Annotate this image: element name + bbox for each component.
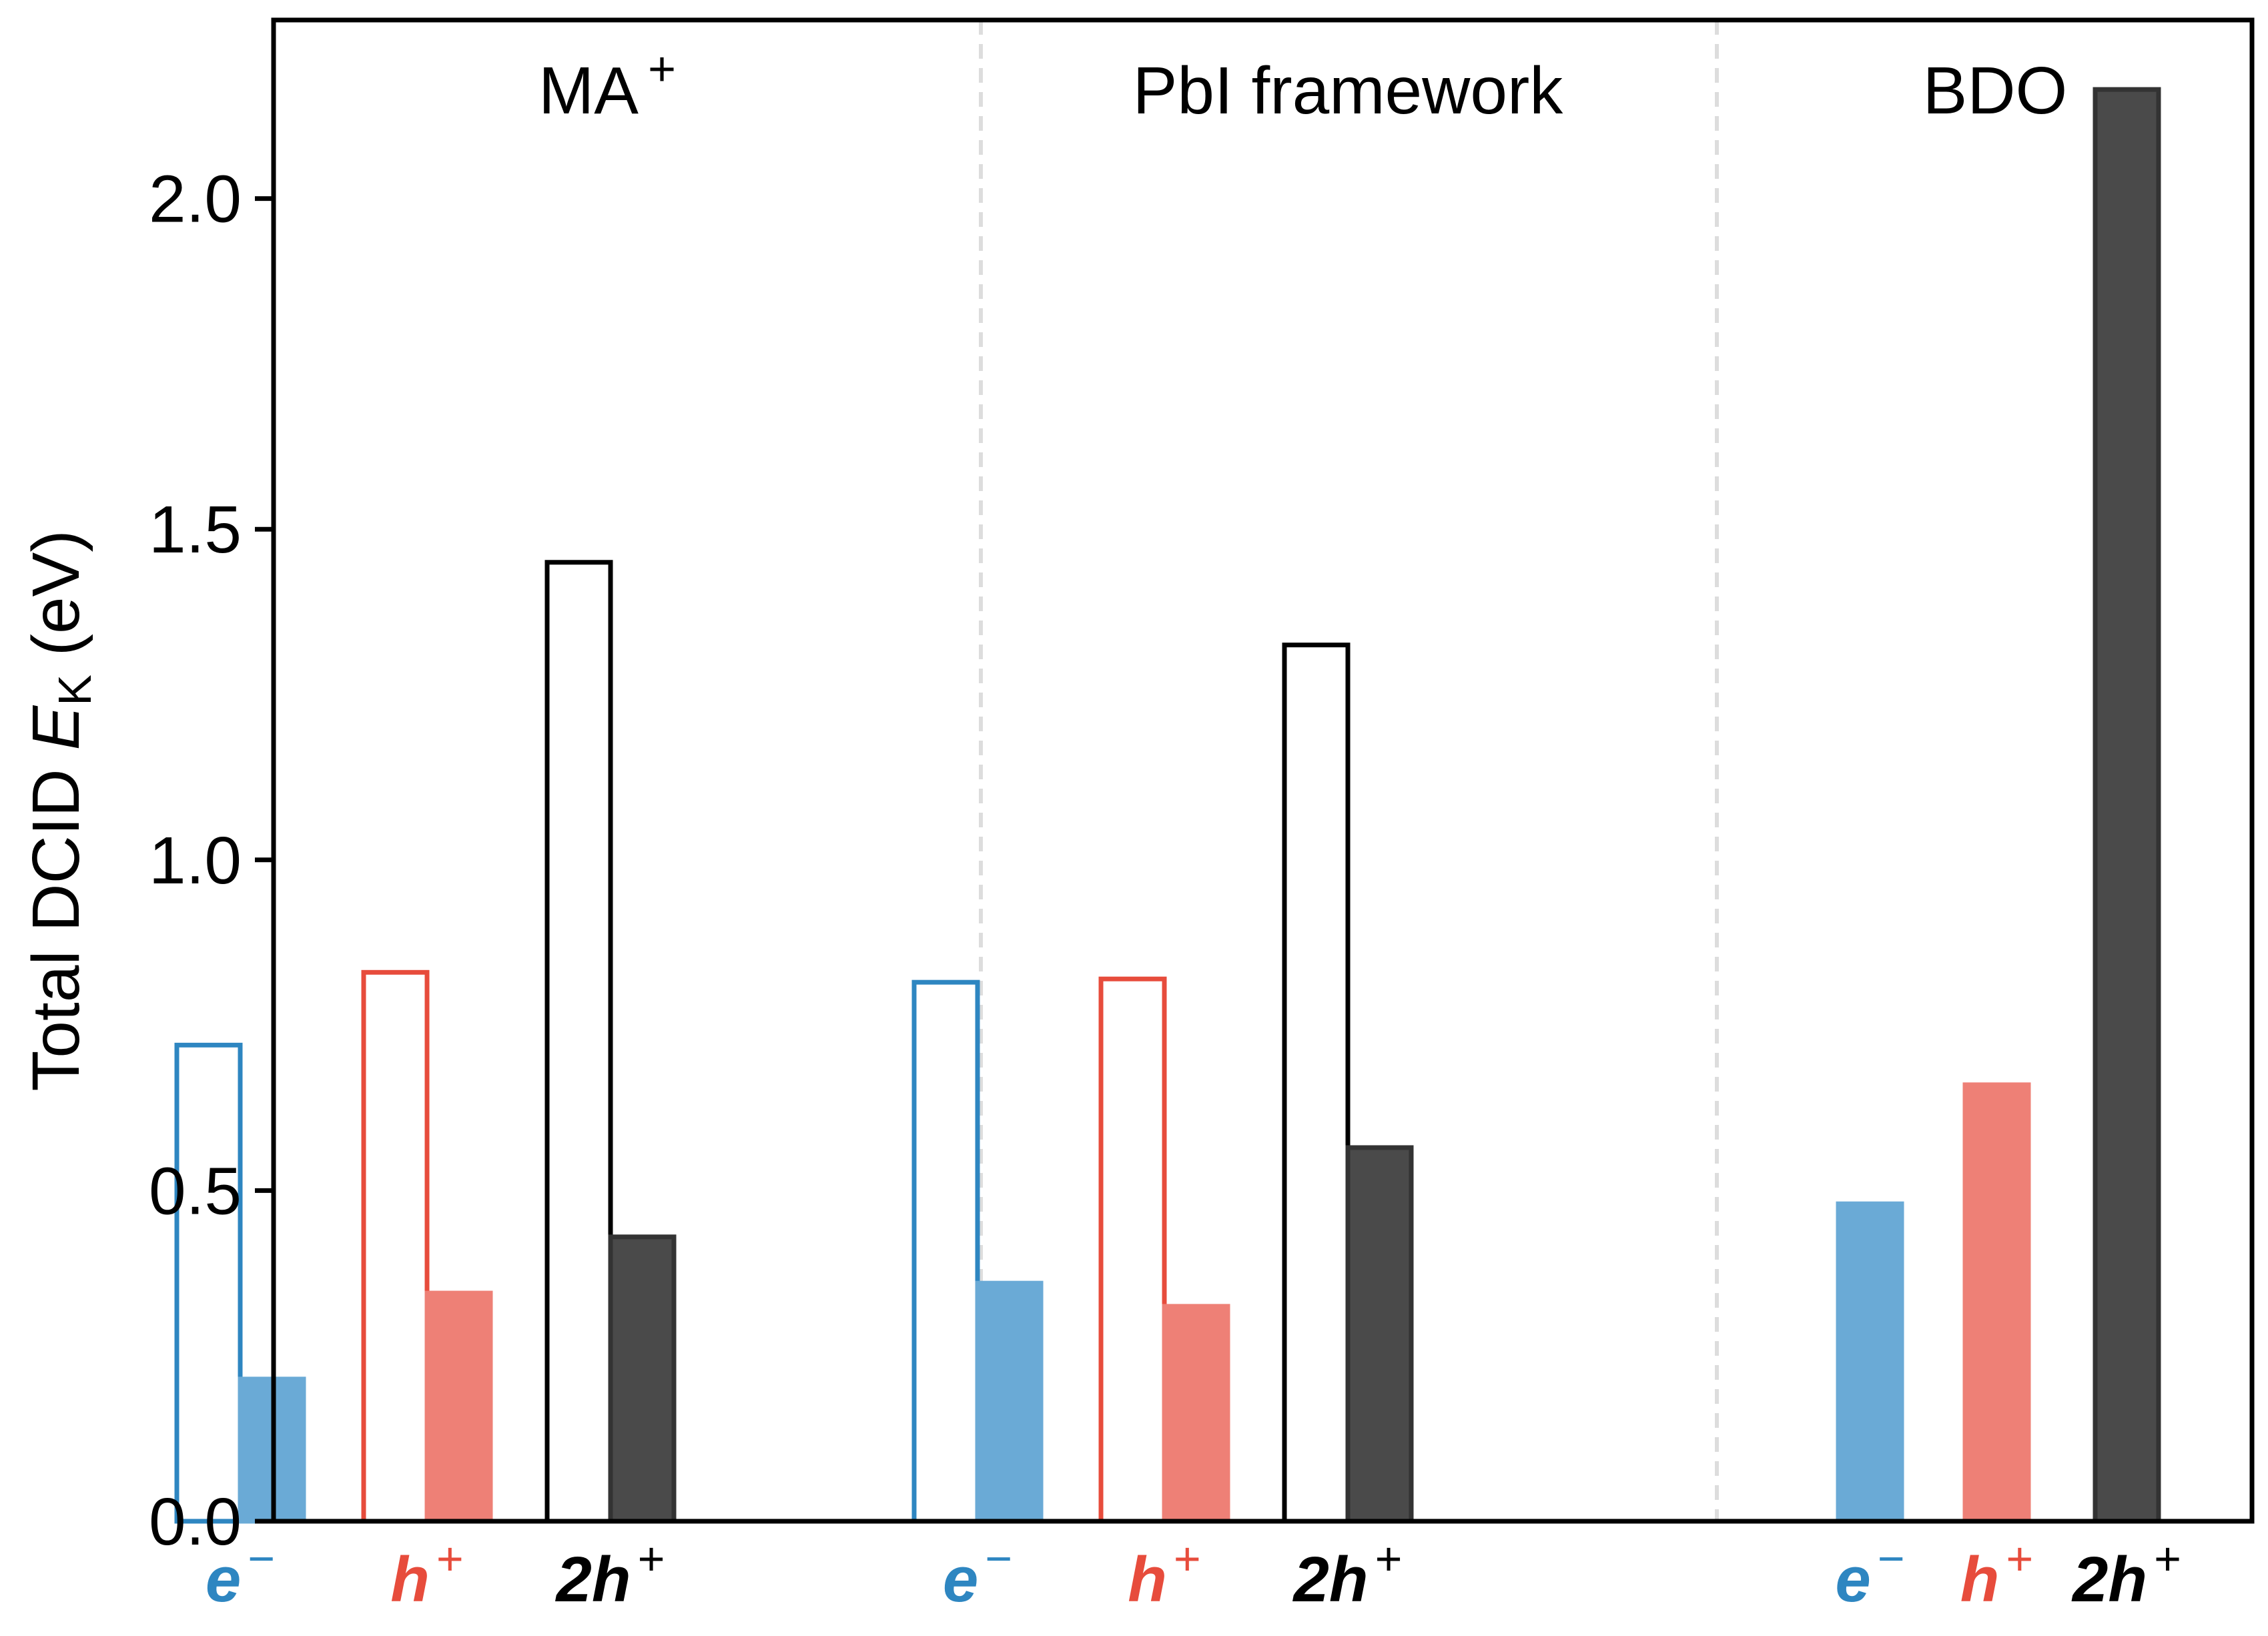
bar-open-electron — [174, 1042, 243, 1524]
bar-open-hole — [361, 969, 430, 1524]
x-label-hole: h + — [1960, 1533, 2034, 1615]
bar-filled-twohole — [1345, 1145, 1414, 1524]
x-tick-labels: e − h + 2h + e − h + 2h + e − h + 2h + — [206, 1533, 2181, 1615]
bar-filled-hole — [1162, 1304, 1230, 1524]
y-axis-label: Total DCID EK (eV) — [19, 530, 101, 1091]
bar-filled-twohole — [2093, 87, 2161, 1524]
bar-filled-hole — [1962, 1082, 2031, 1524]
y-tick-label: 0.5 — [149, 1154, 242, 1228]
bars-layer — [174, 87, 2161, 1524]
x-label-twohole: 2h + — [1292, 1533, 1403, 1615]
bar-filled-electron — [975, 1280, 1044, 1524]
y-tick-label: 1.5 — [149, 492, 242, 567]
plot-frame — [271, 17, 2255, 1524]
group-title: MA + — [538, 43, 676, 128]
group-title: PbI framework — [1133, 53, 1564, 128]
bar-filled-hole — [424, 1290, 493, 1524]
y-axis: 0.0 0.5 1.0 1.5 2.0 — [149, 162, 274, 1559]
bar-open-twohole — [1282, 643, 1351, 1524]
x-label-electron: e − — [943, 1533, 1012, 1615]
group-titles: MA + PbI framework BDO — [538, 43, 2067, 128]
bar-filled-twohole — [608, 1234, 677, 1524]
bar-open-hole — [1098, 976, 1167, 1524]
x-label-twohole: 2h + — [2071, 1533, 2181, 1615]
bar-filled-electron — [1836, 1201, 1904, 1524]
x-label-hole: h + — [390, 1533, 464, 1615]
y-tick-label: 0.0 — [149, 1485, 242, 1559]
y-tick-label: 2.0 — [149, 162, 242, 237]
x-label-electron: e − — [1835, 1533, 1904, 1615]
group-title: BDO — [1923, 53, 2068, 128]
bar-open-electron — [911, 979, 980, 1524]
group-dividers — [979, 20, 1719, 1521]
x-label-hole: h + — [1128, 1533, 1201, 1615]
bar-open-twohole — [544, 560, 613, 1524]
y-tick-label: 1.0 — [149, 823, 242, 898]
x-label-twohole: 2h + — [555, 1533, 665, 1615]
x-label-electron: e − — [206, 1533, 275, 1615]
